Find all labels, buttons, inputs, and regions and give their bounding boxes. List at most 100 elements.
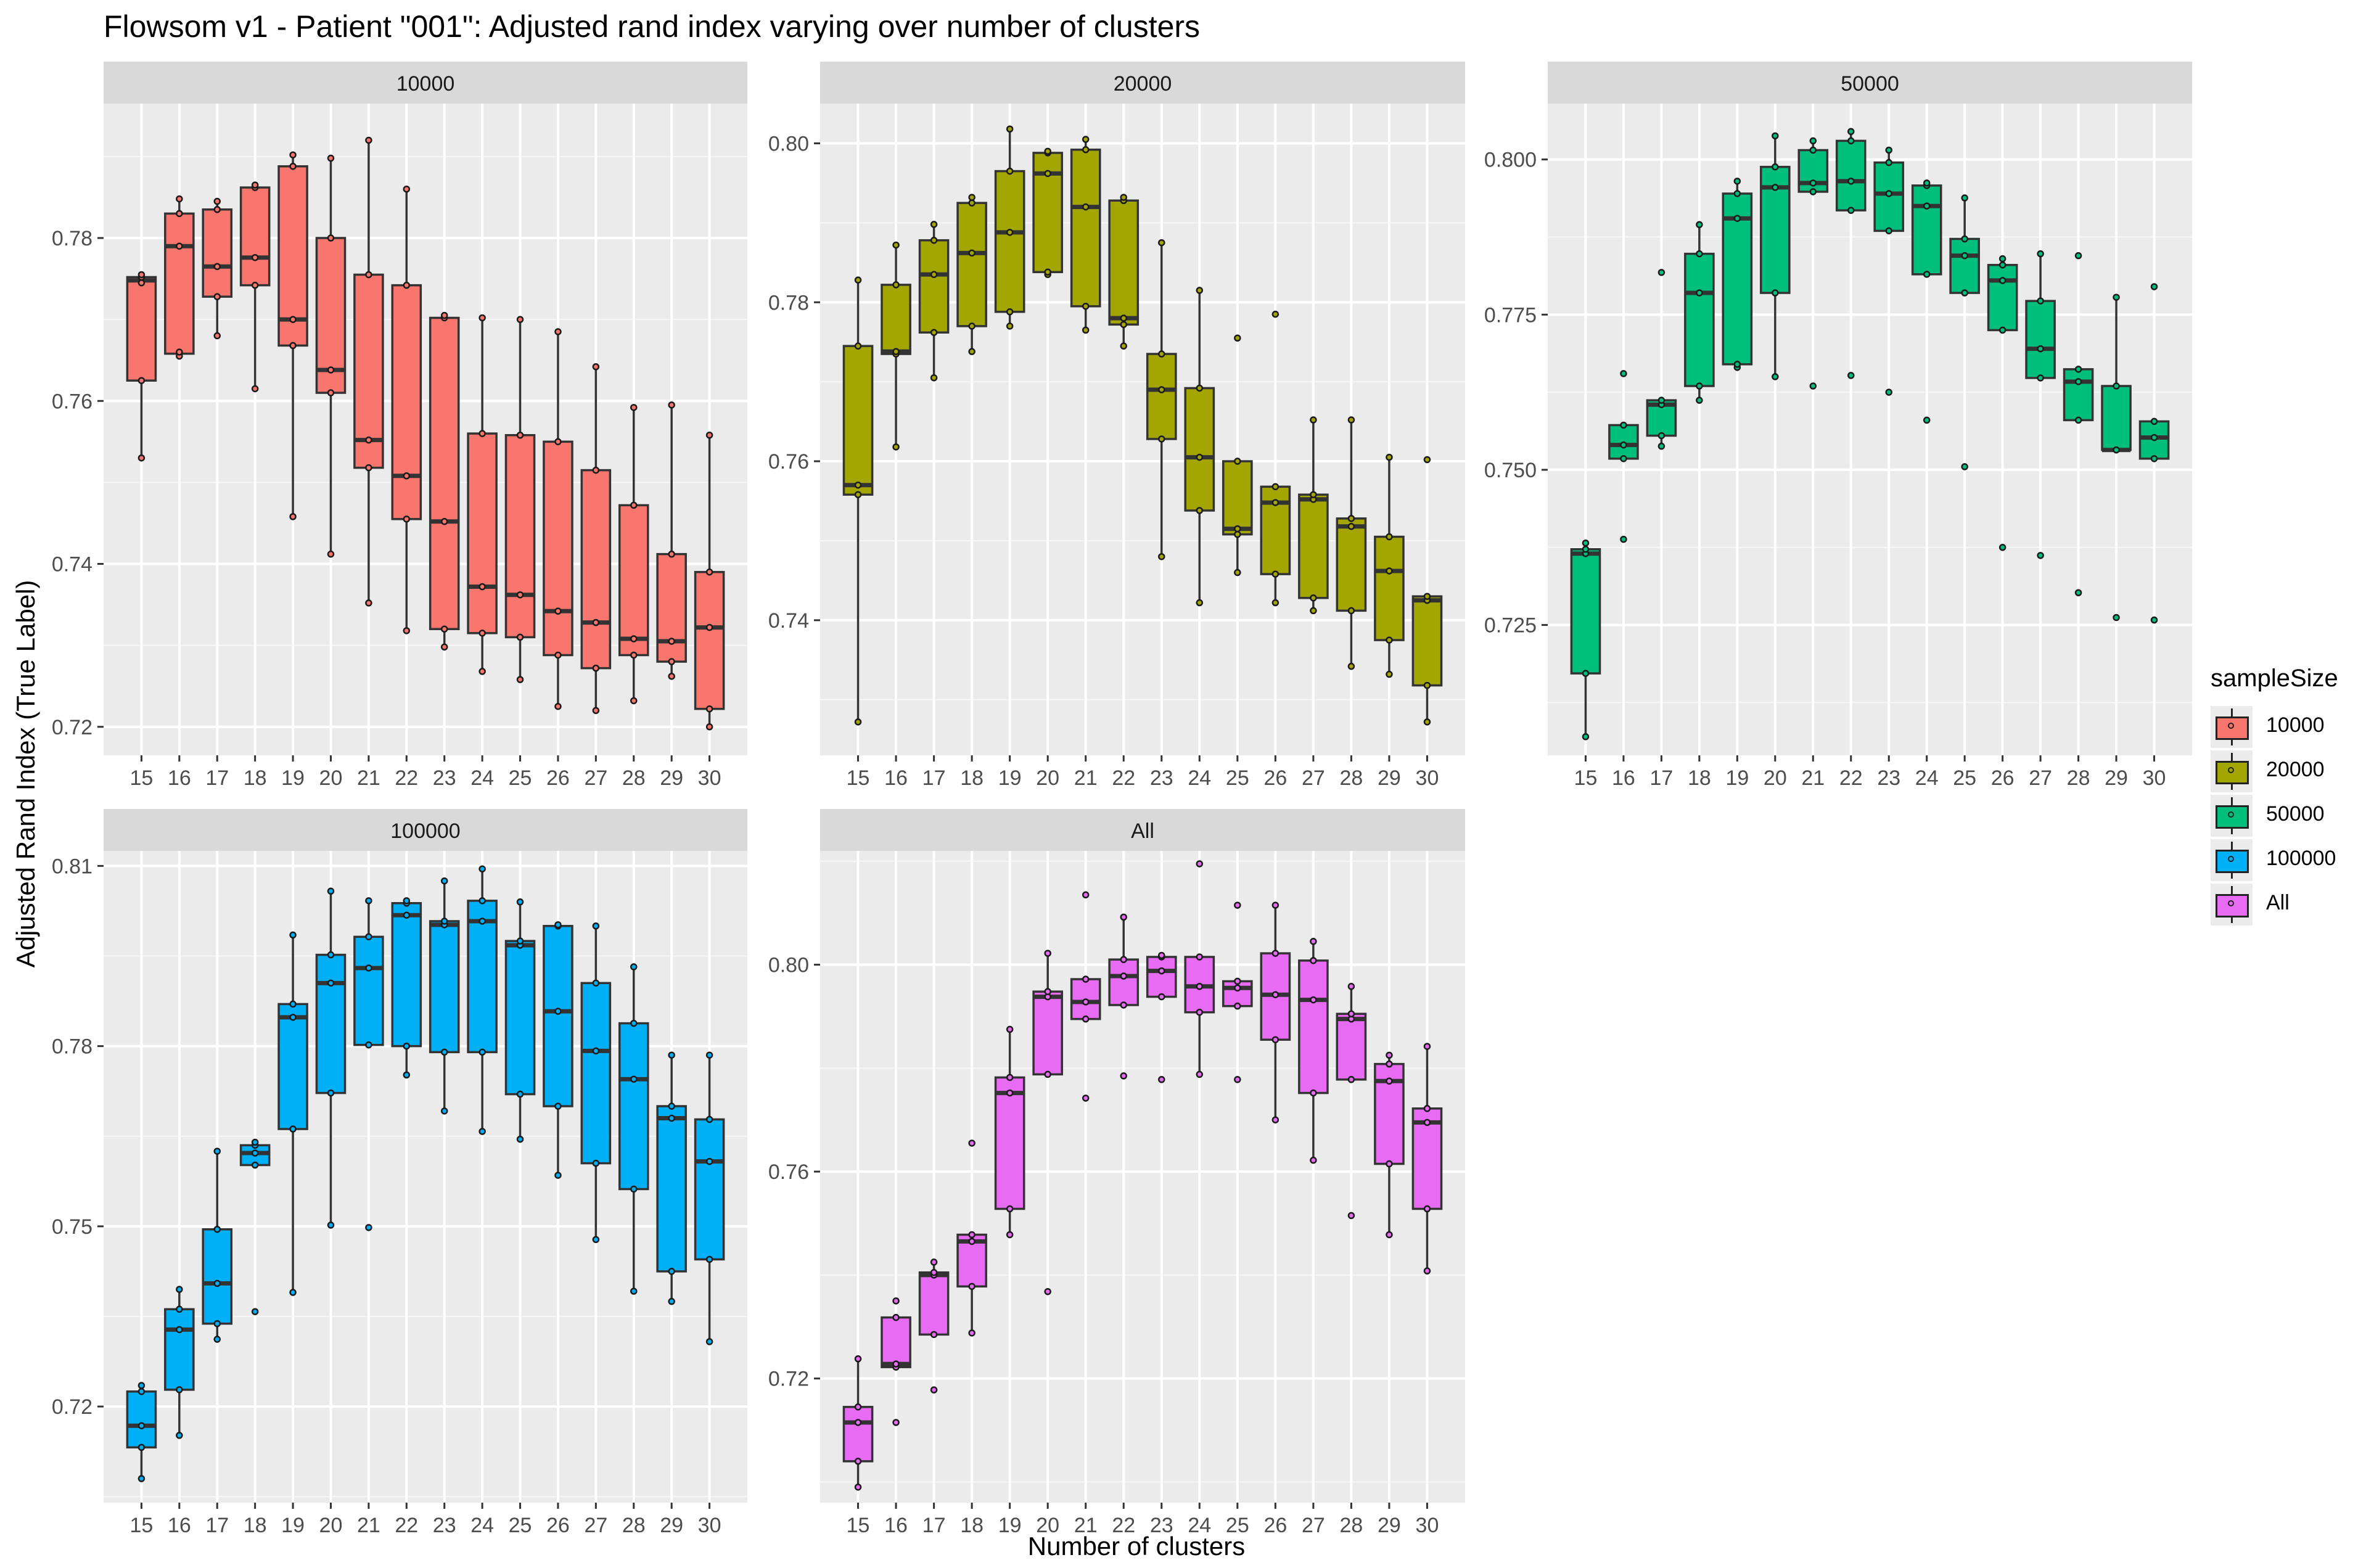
data-point	[1809, 146, 1817, 154]
legend-key	[2211, 884, 2253, 926]
data-point	[516, 898, 524, 906]
data-point	[403, 1071, 411, 1079]
facet-panel-50000: 50000 0.725 0.750 0.775 0.800 15 16 17 18 19 20 21 2…	[1484, 62, 2192, 790]
x-tick-label: 29	[2105, 766, 2128, 790]
x-tick-label: 19	[281, 766, 305, 790]
data-point	[1006, 1073, 1014, 1082]
data-point	[1234, 901, 1241, 909]
data-point	[1271, 1036, 1279, 1043]
x-tick-label: 24	[1915, 766, 1939, 790]
facet-strip	[820, 62, 1465, 104]
x-tick-label: 26	[1263, 1514, 1287, 1537]
box-23	[429, 877, 460, 1115]
y-tick-label: 0.78	[52, 227, 92, 250]
data-point	[1657, 269, 1665, 276]
data-point	[968, 249, 975, 257]
data-point	[1386, 1051, 1393, 1059]
x-tick-label: 25	[1226, 1514, 1249, 1537]
data-point	[1006, 308, 1014, 316]
data-point	[668, 658, 675, 665]
data-point	[1696, 250, 1703, 258]
facet-strip	[104, 62, 747, 104]
data-point	[2150, 283, 2158, 290]
data-point	[854, 276, 862, 284]
box-iqr	[618, 1022, 649, 1191]
x-tick-label: 16	[168, 1514, 191, 1537]
data-point	[1196, 953, 1204, 961]
data-point	[554, 1008, 562, 1015]
data-point	[1582, 670, 1590, 677]
data-point	[854, 1484, 862, 1491]
x-axis-title: Number of clusters	[1028, 1532, 1245, 1561]
data-point	[1885, 190, 1892, 197]
box-20	[315, 887, 347, 1229]
data-point	[403, 472, 411, 480]
data-point	[1271, 310, 1279, 318]
data-point	[1006, 1231, 1014, 1239]
data-point	[1961, 194, 1968, 202]
data-point	[2074, 416, 2082, 424]
data-point	[403, 515, 411, 523]
data-point	[176, 242, 183, 250]
x-tick-label: 21	[1801, 766, 1825, 790]
data-point	[1310, 594, 1317, 602]
box-iqr	[881, 1316, 911, 1368]
x-tick-label: 27	[2029, 766, 2052, 790]
x-tick-label: 28	[2067, 766, 2090, 790]
x-tick-label: 18	[960, 1514, 984, 1537]
data-point	[1620, 421, 1627, 429]
x-tick-label: 16	[1612, 766, 1635, 790]
data-point	[592, 1159, 600, 1167]
data-point	[1006, 1089, 1014, 1097]
data-point	[554, 328, 562, 335]
data-point	[1620, 370, 1627, 377]
data-point	[516, 431, 524, 439]
data-point	[1885, 388, 1892, 396]
box-iqr	[656, 1105, 687, 1273]
data-point	[1620, 535, 1627, 543]
data-point	[1347, 662, 1355, 670]
legend-item: 10000	[2211, 706, 2365, 750]
x-tick-label: 22	[1112, 766, 1135, 790]
x-tick-label: 17	[1649, 766, 1673, 790]
data-point	[176, 348, 183, 356]
legend-label: 100000	[2266, 847, 2336, 870]
box-24	[467, 865, 498, 1135]
x-tick-label: 23	[1150, 1514, 1173, 1537]
data-point	[1998, 261, 2006, 269]
box-iqr	[1298, 959, 1329, 1094]
data-point	[327, 234, 335, 242]
box-22	[1108, 913, 1140, 1080]
data-point	[1998, 277, 2006, 284]
x-tick-label: 26	[1991, 766, 2015, 790]
facet-strip	[820, 809, 1465, 851]
data-point	[365, 897, 372, 905]
data-point	[1998, 255, 2006, 263]
data-point	[440, 917, 448, 925]
panel-background	[820, 851, 1465, 1503]
data-point	[138, 1382, 146, 1389]
data-point	[892, 281, 900, 289]
box-iqr	[2025, 300, 2056, 379]
data-point	[403, 1042, 411, 1050]
data-point	[213, 197, 221, 205]
box-iqr	[842, 345, 874, 496]
data-point	[2150, 433, 2158, 441]
panel-background	[104, 104, 747, 755]
box-27	[580, 922, 612, 1244]
legend-title: sampleSize	[2211, 665, 2338, 692]
x-tick-label: 29	[1378, 1514, 1401, 1537]
data-point	[213, 263, 221, 270]
box-24	[1911, 179, 1942, 424]
y-tick-label: 0.800	[1484, 149, 1537, 172]
box-19	[277, 151, 308, 520]
box-28	[1336, 983, 1367, 1220]
box-iqr	[467, 900, 498, 1054]
data-point	[213, 1279, 221, 1287]
box-iqr	[1336, 1012, 1367, 1081]
data-point	[2113, 614, 2120, 622]
x-tick-label: 30	[2143, 766, 2166, 790]
box-iqr	[1108, 199, 1140, 326]
y-tick-label: 0.78	[768, 291, 809, 314]
data-point	[1347, 1076, 1355, 1083]
